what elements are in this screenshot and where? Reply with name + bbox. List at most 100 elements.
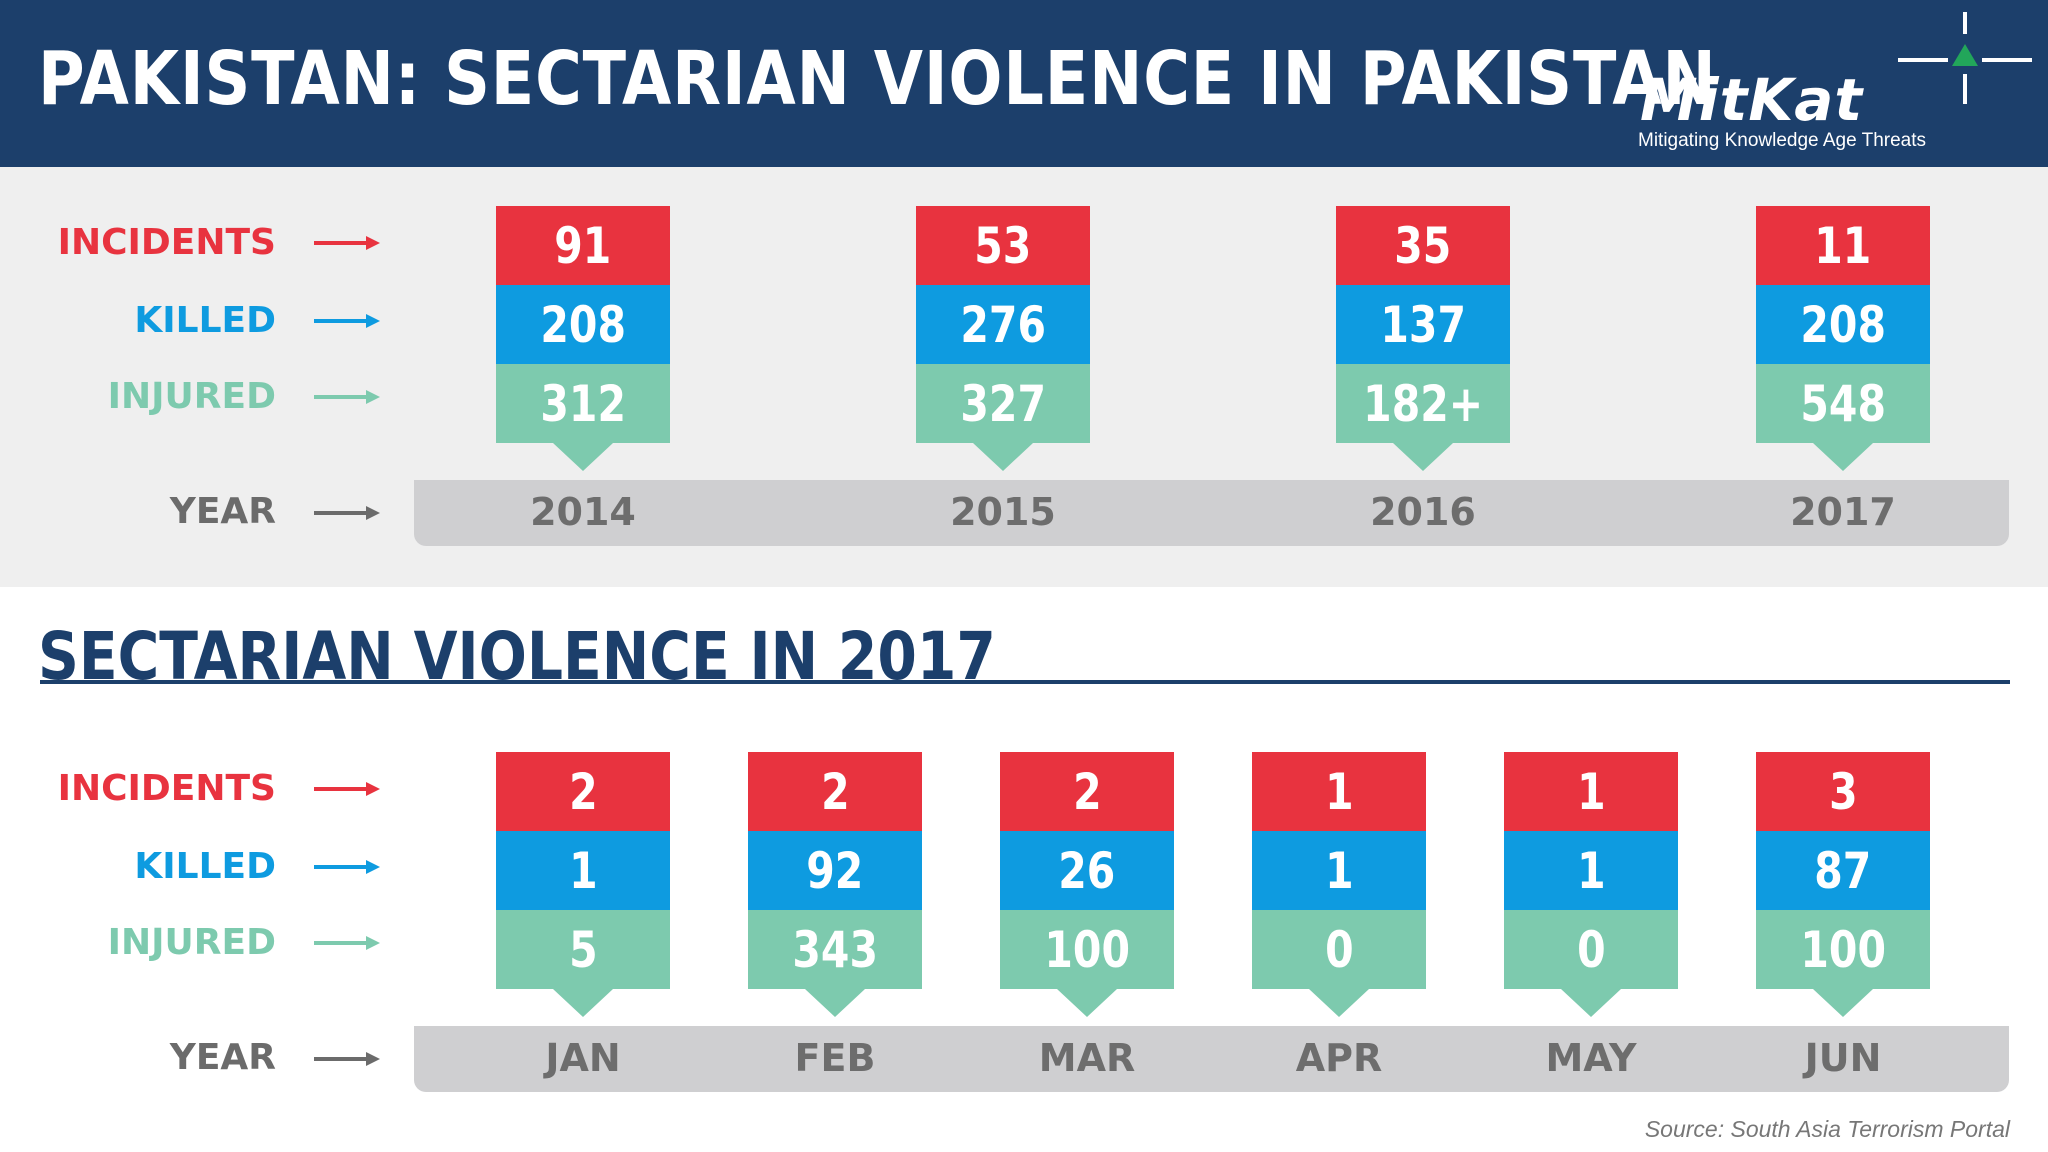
killed-value-text: 1 xyxy=(1576,841,1606,900)
killed-value-text: 208 xyxy=(540,295,626,354)
injured-value-text: 0 xyxy=(1576,920,1606,979)
period-tick-label: 2016 xyxy=(1370,490,1476,534)
incidents-value: 91 xyxy=(496,206,670,285)
injured-value-text: 312 xyxy=(540,374,626,433)
stat-card: 1 1 0 xyxy=(1504,752,1678,1017)
period-tick-label: JAN xyxy=(545,1036,621,1080)
killed-label: KILLED xyxy=(134,300,276,341)
stat-card: 2 1 5 xyxy=(496,752,670,1017)
killed-value-text: 1 xyxy=(1324,841,1354,900)
card-pointer xyxy=(1309,989,1369,1017)
card-pointer xyxy=(1057,989,1117,1017)
incidents-value-text: 2 xyxy=(820,762,850,821)
incidents-arrow-icon xyxy=(314,782,380,796)
killed-value: 137 xyxy=(1336,285,1510,364)
killed-value: 276 xyxy=(916,285,1090,364)
period-tick-label: FEB xyxy=(794,1036,876,1080)
killed-arrow-icon xyxy=(314,860,380,874)
incidents-value-text: 11 xyxy=(1814,216,1872,275)
injured-value: 0 xyxy=(1504,910,1678,989)
injured-value: 100 xyxy=(1756,910,1930,989)
incidents-value-text: 1 xyxy=(1576,762,1606,821)
stat-card: 1 1 0 xyxy=(1252,752,1426,1017)
crosshair-icon xyxy=(1898,12,2032,104)
year-arrow-icon xyxy=(314,1052,380,1066)
card-pointer xyxy=(805,989,865,1017)
year-label-2017: YEAR xyxy=(169,1037,276,1078)
killed-value: 1 xyxy=(496,831,670,910)
killed-label-2017: KILLED xyxy=(134,846,276,887)
period-tick-label: MAY xyxy=(1545,1036,1637,1080)
stat-card: 2 26 100 xyxy=(1000,752,1174,1017)
killed-arrow-icon xyxy=(314,314,380,328)
year-arrow-icon xyxy=(314,506,380,520)
killed-value-text: 137 xyxy=(1380,295,1466,354)
stat-card: 3 87 100 xyxy=(1756,752,1930,1017)
injured-value-text: 100 xyxy=(1800,920,1886,979)
injured-value: 0 xyxy=(1252,910,1426,989)
period-tick-label: 2014 xyxy=(530,490,636,534)
year-axis-bar xyxy=(414,480,2009,546)
incidents-label: INCIDENTS xyxy=(57,222,276,263)
injured-label: INJURED xyxy=(107,376,276,417)
logo-tagline: Mitigating Knowledge Age Threats xyxy=(1638,130,1926,151)
injured-value: 343 xyxy=(748,910,922,989)
stat-card: 91 208 312 xyxy=(496,206,670,471)
injured-value: 182+ xyxy=(1336,364,1510,443)
stat-card: 35 137 182+ xyxy=(1336,206,1510,471)
incidents-value-text: 53 xyxy=(974,216,1032,275)
injured-arrow-icon xyxy=(314,390,380,404)
incidents-value: 3 xyxy=(1756,752,1930,831)
card-pointer xyxy=(1393,443,1453,471)
year-label: YEAR xyxy=(169,491,276,532)
logo-wordmark: MitKat xyxy=(1640,66,1864,134)
period-tick-label: MAR xyxy=(1038,1036,1136,1080)
injured-label-2017: INJURED xyxy=(107,922,276,963)
killed-value-text: 92 xyxy=(806,841,864,900)
card-pointer xyxy=(553,989,613,1017)
injured-value: 100 xyxy=(1000,910,1174,989)
month-axis-bar xyxy=(414,1026,2009,1092)
killed-value-text: 1 xyxy=(568,841,598,900)
incidents-value: 11 xyxy=(1756,206,1930,285)
killed-value: 208 xyxy=(1756,285,1930,364)
incidents-value-text: 1 xyxy=(1324,762,1354,821)
injured-arrow-icon xyxy=(314,936,380,950)
incidents-value: 35 xyxy=(1336,206,1510,285)
incidents-value: 2 xyxy=(748,752,922,831)
source-note: Source: South Asia Terrorism Portal xyxy=(1644,1116,2010,1142)
incidents-value: 53 xyxy=(916,206,1090,285)
incidents-value: 2 xyxy=(496,752,670,831)
incidents-value-text: 91 xyxy=(554,216,612,275)
killed-value: 208 xyxy=(496,285,670,364)
section-divider xyxy=(40,680,2010,684)
incidents-value-text: 2 xyxy=(1072,762,1102,821)
injured-value-text: 182+ xyxy=(1363,374,1483,433)
killed-value: 1 xyxy=(1252,831,1426,910)
injured-value: 312 xyxy=(496,364,670,443)
injured-value-text: 548 xyxy=(1800,374,1886,433)
killed-value: 87 xyxy=(1756,831,1930,910)
mitkat-logo: MitKat Mitigating Knowledge Age Threats xyxy=(1630,8,2040,158)
incidents-label-2017: INCIDENTS xyxy=(57,768,276,809)
period-tick-label: APR xyxy=(1295,1036,1383,1080)
killed-value-text: 208 xyxy=(1800,295,1886,354)
card-pointer xyxy=(1813,443,1873,471)
injured-value: 327 xyxy=(916,364,1090,443)
period-tick-label: 2015 xyxy=(950,490,1056,534)
injured-value: 5 xyxy=(496,910,670,989)
incidents-value-text: 2 xyxy=(568,762,598,821)
injured-value-text: 327 xyxy=(960,374,1046,433)
incidents-value-text: 3 xyxy=(1828,762,1858,821)
period-tick-label: JUN xyxy=(1804,1036,1882,1080)
killed-value: 26 xyxy=(1000,831,1174,910)
killed-value: 1 xyxy=(1504,831,1678,910)
card-pointer xyxy=(973,443,1033,471)
killed-value-text: 26 xyxy=(1058,841,1116,900)
incidents-value: 2 xyxy=(1000,752,1174,831)
killed-value-text: 276 xyxy=(960,295,1046,354)
card-pointer xyxy=(1561,989,1621,1017)
incidents-value: 1 xyxy=(1504,752,1678,831)
incidents-value: 1 xyxy=(1252,752,1426,831)
card-pointer xyxy=(1813,989,1873,1017)
